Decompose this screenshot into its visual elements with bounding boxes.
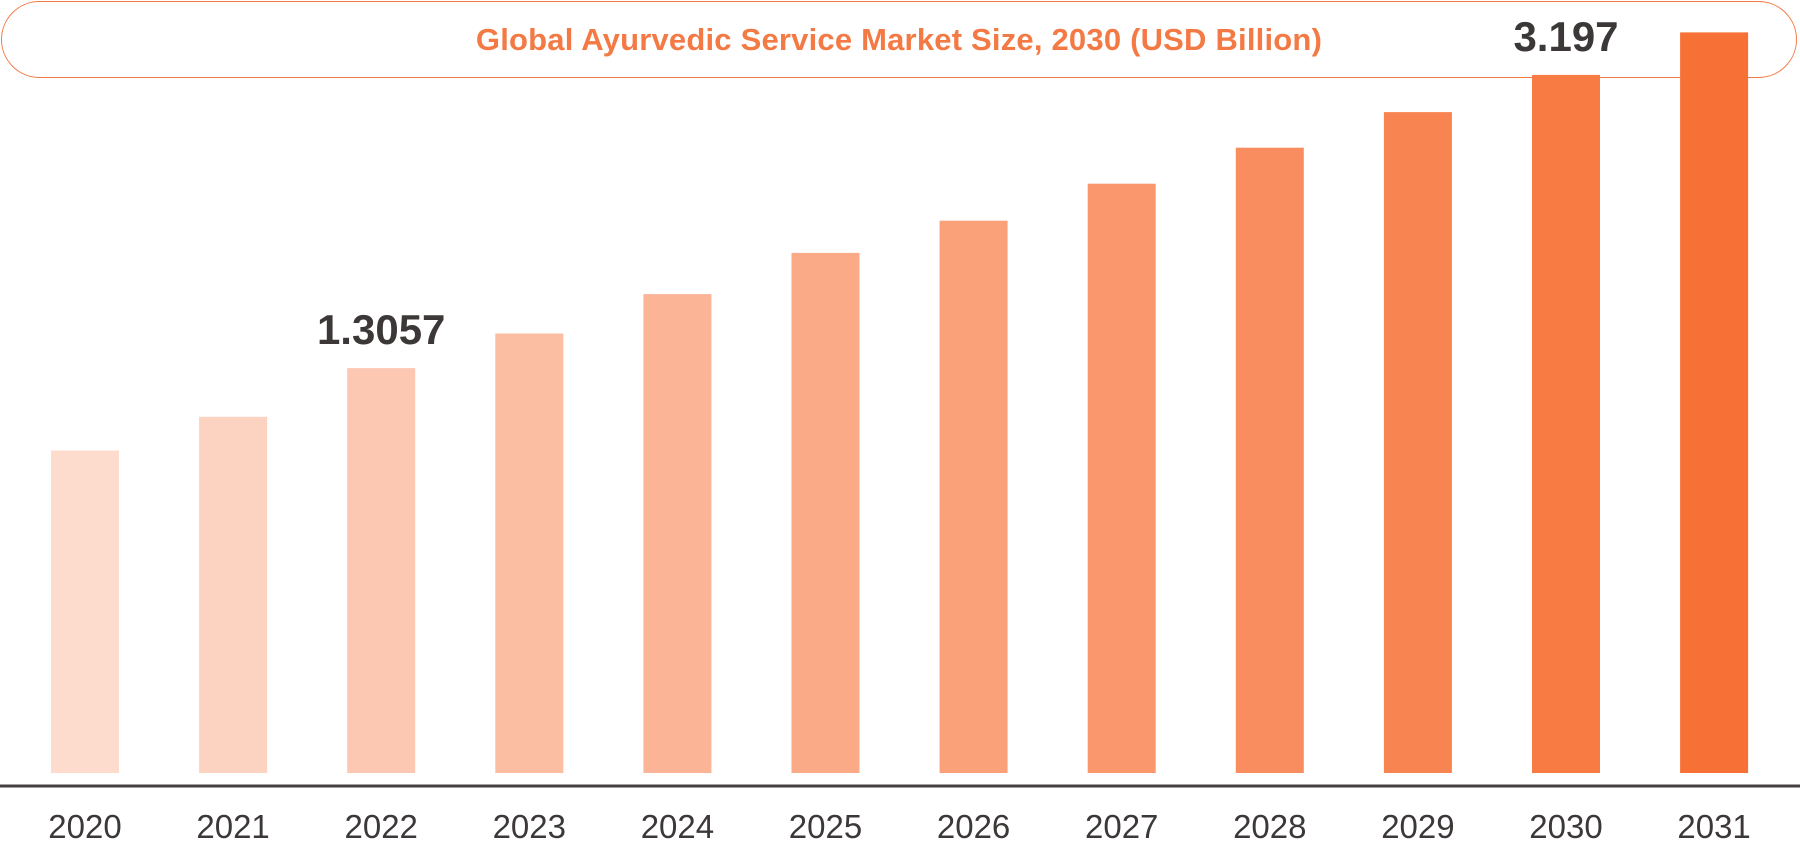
x-tick-label-2027: 2027 <box>1085 808 1158 845</box>
bar-2028 <box>1235 147 1304 773</box>
bar-2020 <box>51 450 119 773</box>
x-tick-label-2025: 2025 <box>789 808 862 845</box>
x-tick-label-2020: 2020 <box>48 808 121 845</box>
bar-2027 <box>1087 183 1156 773</box>
data-label-2030: 3.197 <box>1513 13 1618 60</box>
x-tick-label-2022: 2022 <box>344 808 417 845</box>
x-tick-label-2028: 2028 <box>1233 808 1306 845</box>
chart-title: Global Ayurvedic Service Market Size, 20… <box>475 21 1323 57</box>
x-tick-label-2031: 2031 <box>1677 808 1750 845</box>
x-tick-label-2024: 2024 <box>641 808 714 845</box>
x-tick-label-2021: 2021 <box>196 808 269 845</box>
bar-2029 <box>1383 112 1452 774</box>
bar-2026 <box>939 220 1008 773</box>
bar-2021 <box>199 416 268 773</box>
x-tick-label-2030: 2030 <box>1529 808 1602 845</box>
bar-2031 <box>1680 32 1749 773</box>
bar-2025 <box>791 252 860 773</box>
bar-2023 <box>495 333 564 773</box>
x-tick-label-2026: 2026 <box>937 808 1010 845</box>
x-tick-label-2029: 2029 <box>1381 808 1454 845</box>
bar-2030 <box>1532 74 1600 773</box>
bar-2022 <box>347 368 416 773</box>
bar-2024 <box>643 294 712 773</box>
data-label-2022: 1.3057 <box>317 306 445 353</box>
x-tick-label-2023: 2023 <box>493 808 566 845</box>
chart-title-box: Global Ayurvedic Service Market Size, 20… <box>1 1 1797 78</box>
